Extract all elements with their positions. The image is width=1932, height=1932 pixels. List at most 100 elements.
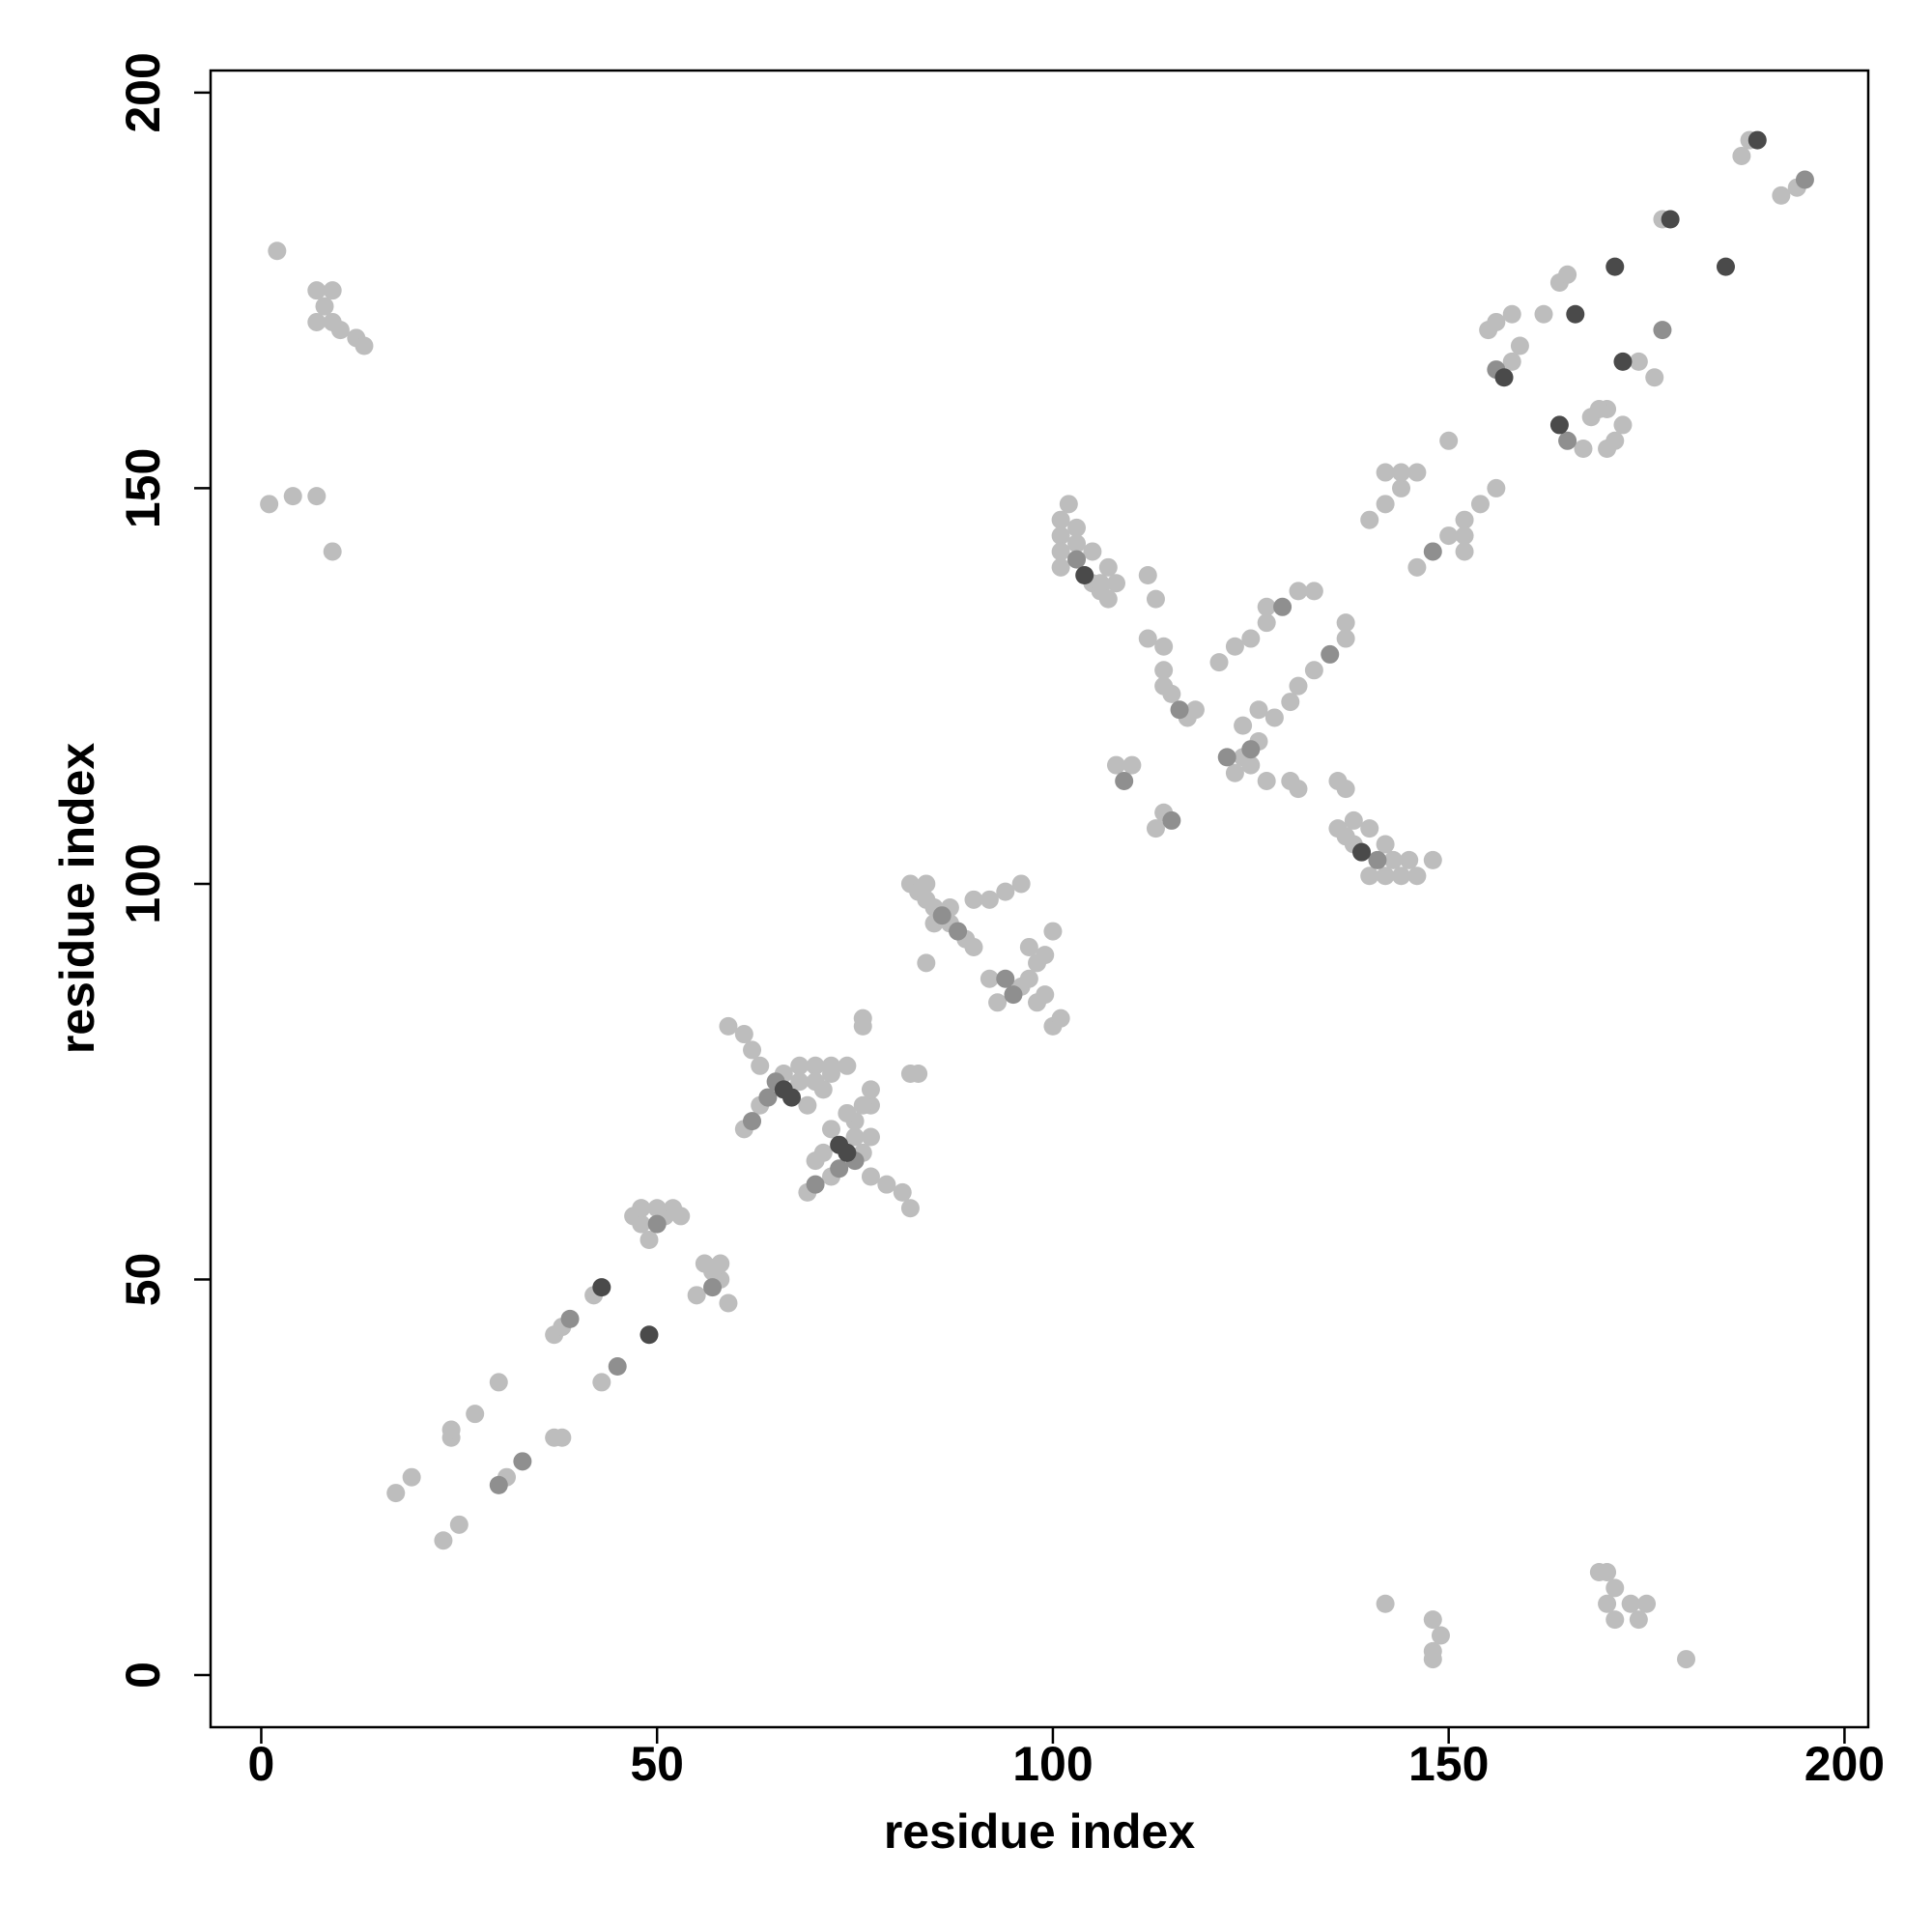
- x-axis-label: residue index: [884, 1804, 1196, 1859]
- contact-point: [1067, 518, 1087, 537]
- contact-point: [1257, 771, 1276, 790]
- contact-point: [1067, 550, 1087, 569]
- x-tick-label: 50: [630, 1737, 684, 1791]
- contact-point: [758, 1088, 778, 1107]
- contact-point: [1621, 1594, 1640, 1613]
- plot-frame: [209, 69, 1870, 1729]
- contact-point: [1122, 755, 1142, 775]
- contact-point: [1217, 748, 1236, 767]
- contact-point: [1051, 526, 1070, 546]
- contact-point: [790, 1056, 810, 1075]
- contact-point: [1225, 763, 1244, 782]
- contact-point: [1019, 969, 1038, 988]
- contact-point: [1106, 755, 1125, 775]
- contact-point: [639, 1325, 659, 1345]
- contact-point: [1598, 1562, 1617, 1581]
- contact-point: [1589, 400, 1608, 419]
- contact-point: [751, 1056, 770, 1075]
- contact-point: [1732, 146, 1751, 165]
- contact-point: [1376, 867, 1395, 886]
- contact-point: [355, 336, 374, 355]
- contact-point: [1392, 867, 1411, 886]
- contact-point: [980, 890, 999, 909]
- contact-point: [1502, 352, 1521, 371]
- contact-point: [1162, 684, 1181, 703]
- contact-point: [1083, 542, 1102, 561]
- contact-point: [1138, 566, 1157, 585]
- contact-point: [1241, 755, 1261, 775]
- contact-point: [1075, 566, 1094, 585]
- contact-point: [1558, 431, 1577, 450]
- contact-point: [1653, 321, 1672, 340]
- contact-point: [1605, 257, 1625, 276]
- contact-point: [782, 1088, 802, 1107]
- contact-point: [821, 1120, 840, 1139]
- contact-point: [553, 1428, 572, 1447]
- contact-point: [441, 1420, 461, 1439]
- contact-point: [1772, 185, 1791, 205]
- contact-point: [1661, 210, 1680, 229]
- contact-point: [900, 1199, 920, 1218]
- y-tick-label: 150: [116, 448, 170, 528]
- contact-point: [949, 922, 968, 941]
- contact-point: [1098, 557, 1118, 577]
- contact-point: [1304, 582, 1323, 601]
- contact-point: [1645, 368, 1664, 387]
- contact-point: [695, 1254, 714, 1273]
- contact-point: [877, 1175, 896, 1194]
- contact-point: [1470, 495, 1490, 514]
- contact-point: [1209, 653, 1229, 672]
- contact-point: [917, 953, 936, 973]
- contact-point: [402, 1467, 421, 1487]
- contact-point: [1321, 644, 1340, 664]
- contact-point: [1558, 265, 1577, 284]
- contact-point: [1162, 810, 1181, 830]
- contact-point: [1185, 700, 1205, 720]
- contact-point: [734, 1025, 753, 1044]
- contact-point: [996, 882, 1015, 901]
- contact-point: [1629, 1610, 1648, 1630]
- contact-point: [1036, 946, 1055, 965]
- contact-point: [1360, 867, 1379, 886]
- contact-point: [315, 297, 334, 316]
- contact-point: [1566, 304, 1585, 324]
- contact-point: [307, 281, 327, 300]
- contact-point: [813, 1080, 833, 1099]
- contact-point: [1241, 629, 1261, 648]
- contact-point: [268, 242, 287, 261]
- contact-point: [1368, 850, 1387, 869]
- contact-point: [830, 1135, 849, 1154]
- contact-point: [330, 321, 350, 340]
- contact-point: [719, 1293, 738, 1313]
- x-tick-label: 150: [1408, 1737, 1489, 1791]
- contact-point: [1423, 850, 1442, 869]
- contact-point: [1019, 937, 1038, 956]
- contact-point: [1225, 637, 1244, 656]
- contact-point: [639, 1230, 659, 1249]
- contact-point: [1154, 661, 1174, 680]
- contact-point: [964, 937, 983, 956]
- y-tick-label: 0: [116, 1662, 170, 1689]
- contact-point: [1257, 613, 1276, 633]
- contact-point: [1629, 352, 1648, 371]
- contact-point: [1510, 336, 1529, 355]
- contact-point: [703, 1278, 723, 1297]
- contact-point: [1289, 780, 1308, 799]
- contact-point: [917, 874, 936, 894]
- contact-point: [1455, 526, 1474, 546]
- contact-point: [647, 1199, 667, 1218]
- contact-point: [1051, 510, 1070, 529]
- contact-point: [1051, 557, 1070, 577]
- contact-point: [449, 1515, 469, 1534]
- contact-point: [1360, 819, 1379, 838]
- contact-point: [1455, 510, 1474, 529]
- contact-point: [1281, 693, 1300, 712]
- y-tick-label: 50: [116, 1253, 170, 1307]
- contact-point: [1304, 661, 1323, 680]
- contact-point: [1154, 637, 1174, 656]
- contact-point: [1036, 985, 1055, 1005]
- contact-point: [861, 1167, 880, 1186]
- contact-point: [798, 1095, 817, 1115]
- contact-point: [1289, 676, 1308, 696]
- contact-point: [592, 1278, 611, 1297]
